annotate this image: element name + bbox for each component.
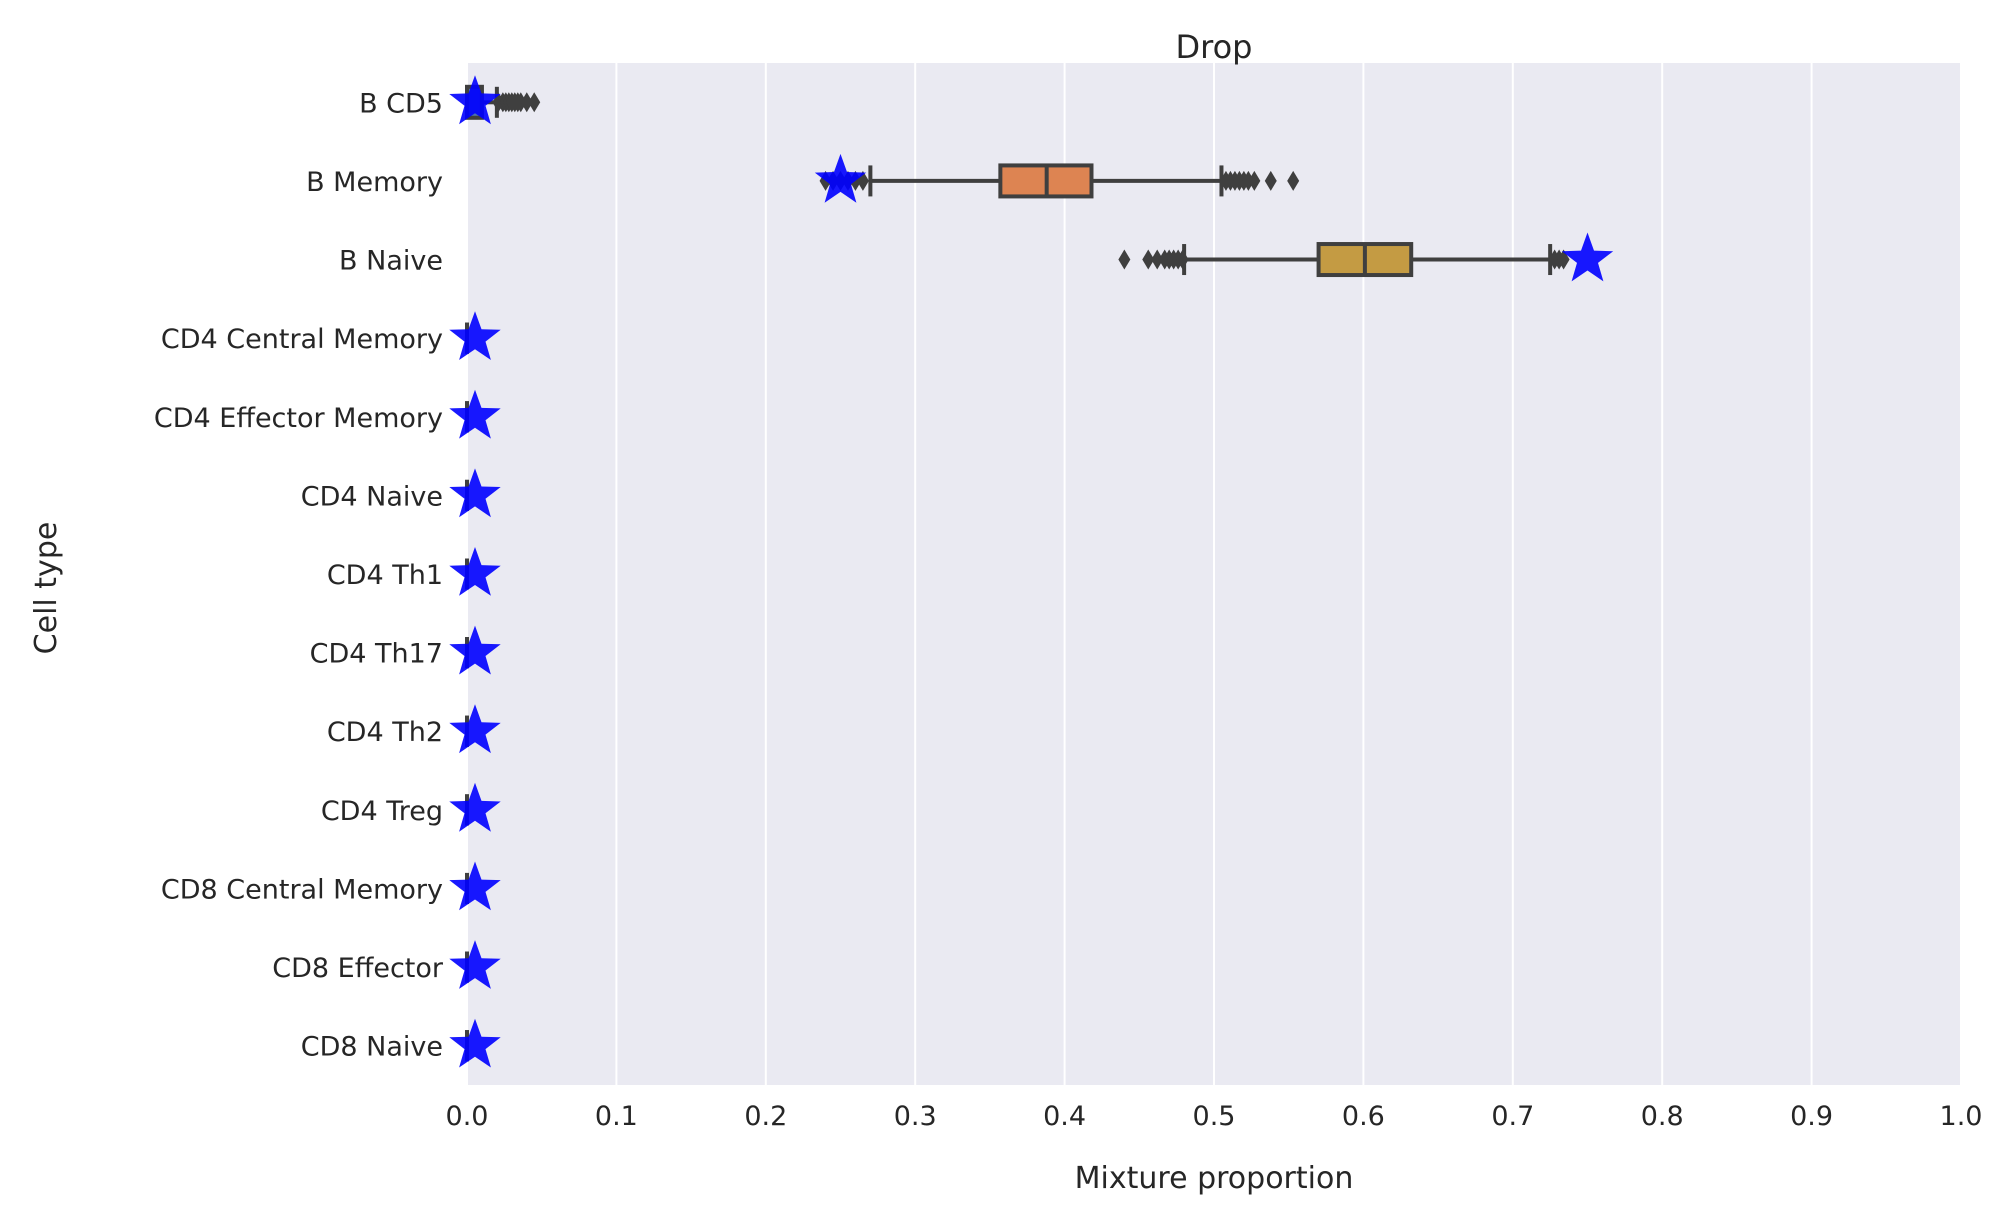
outlier-point — [1287, 170, 1300, 191]
y-tick-label: B Naive — [339, 246, 443, 277]
true-value-star — [814, 153, 867, 203]
y-tick-label: B Memory — [306, 167, 443, 198]
true-value-star — [449, 625, 501, 675]
y-tick-labels: B CD5 B Memory B Naive CD4 Central Memory CD… — [154, 88, 444, 1062]
true-value-markers — [449, 75, 1614, 1068]
outlier-point — [1151, 249, 1164, 270]
true-value-star — [449, 782, 501, 832]
outlier-point — [1176, 249, 1189, 270]
true-value-star — [449, 547, 501, 596]
x-tick-label: 0.5 — [1193, 1101, 1236, 1132]
outlier-point — [1248, 170, 1261, 191]
y-tick-label: CD8 Central Memory — [161, 874, 443, 905]
outlier-point — [1142, 249, 1155, 270]
y-tick-label: CD4 Effector Memory — [154, 403, 443, 434]
y-tick-label: B CD5 — [359, 88, 443, 119]
box-group — [1118, 242, 1570, 278]
y-tick-label: CD4 Central Memory — [161, 324, 443, 355]
x-tick-label: 0.6 — [1342, 1101, 1385, 1132]
x-tick-label: 0.1 — [595, 1101, 638, 1132]
x-tick-label: 0.8 — [1641, 1101, 1684, 1132]
grid-lines — [466, 63, 1962, 1085]
y-tick-label: CD4 Th1 — [327, 560, 443, 591]
x-tick-label: 1.0 — [1940, 1101, 1983, 1132]
outlier-point — [1118, 249, 1131, 270]
outlier-point — [520, 92, 533, 113]
true-value-star — [449, 468, 501, 518]
x-tick-labels: 0.0 0.1 0.2 0.3 0.4 0.5 0.6 0.7 0.8 0.9 1.0 — [446, 1101, 1983, 1132]
x-tick-label: 0.2 — [744, 1101, 787, 1132]
y-tick-label: CD4 Naive — [301, 481, 443, 512]
y-tick-label: CD4 Th17 — [310, 639, 443, 670]
x-tick-label: 0.3 — [894, 1101, 937, 1132]
chart-title: Drop — [1176, 28, 1253, 66]
outlier-point — [528, 92, 541, 113]
x-tick-label: 0.7 — [1491, 1101, 1534, 1132]
x-tick-label: 0.0 — [446, 1101, 489, 1132]
true-value-star — [449, 311, 501, 360]
x-axis-title: Mixture proportion — [1075, 1161, 1354, 1196]
y-tick-label: CD4 Treg — [321, 796, 443, 827]
true-value-star — [449, 75, 501, 125]
x-tick-label: 0.9 — [1790, 1101, 1833, 1132]
true-value-star — [449, 940, 501, 989]
true-value-star — [449, 1018, 501, 1068]
y-tick-label: CD8 Effector — [272, 953, 444, 984]
y-tick-label: CD4 Th2 — [327, 717, 443, 748]
x-tick-label: 0.4 — [1043, 1101, 1086, 1132]
outlier-point — [1264, 170, 1277, 191]
true-value-star — [449, 389, 501, 439]
true-value-star — [449, 861, 501, 911]
true-value-star — [1561, 232, 1614, 282]
y-tick-label: CD8 Naive — [301, 1032, 443, 1063]
y-axis-title: Cell type — [29, 522, 64, 655]
true-value-star — [449, 704, 501, 754]
